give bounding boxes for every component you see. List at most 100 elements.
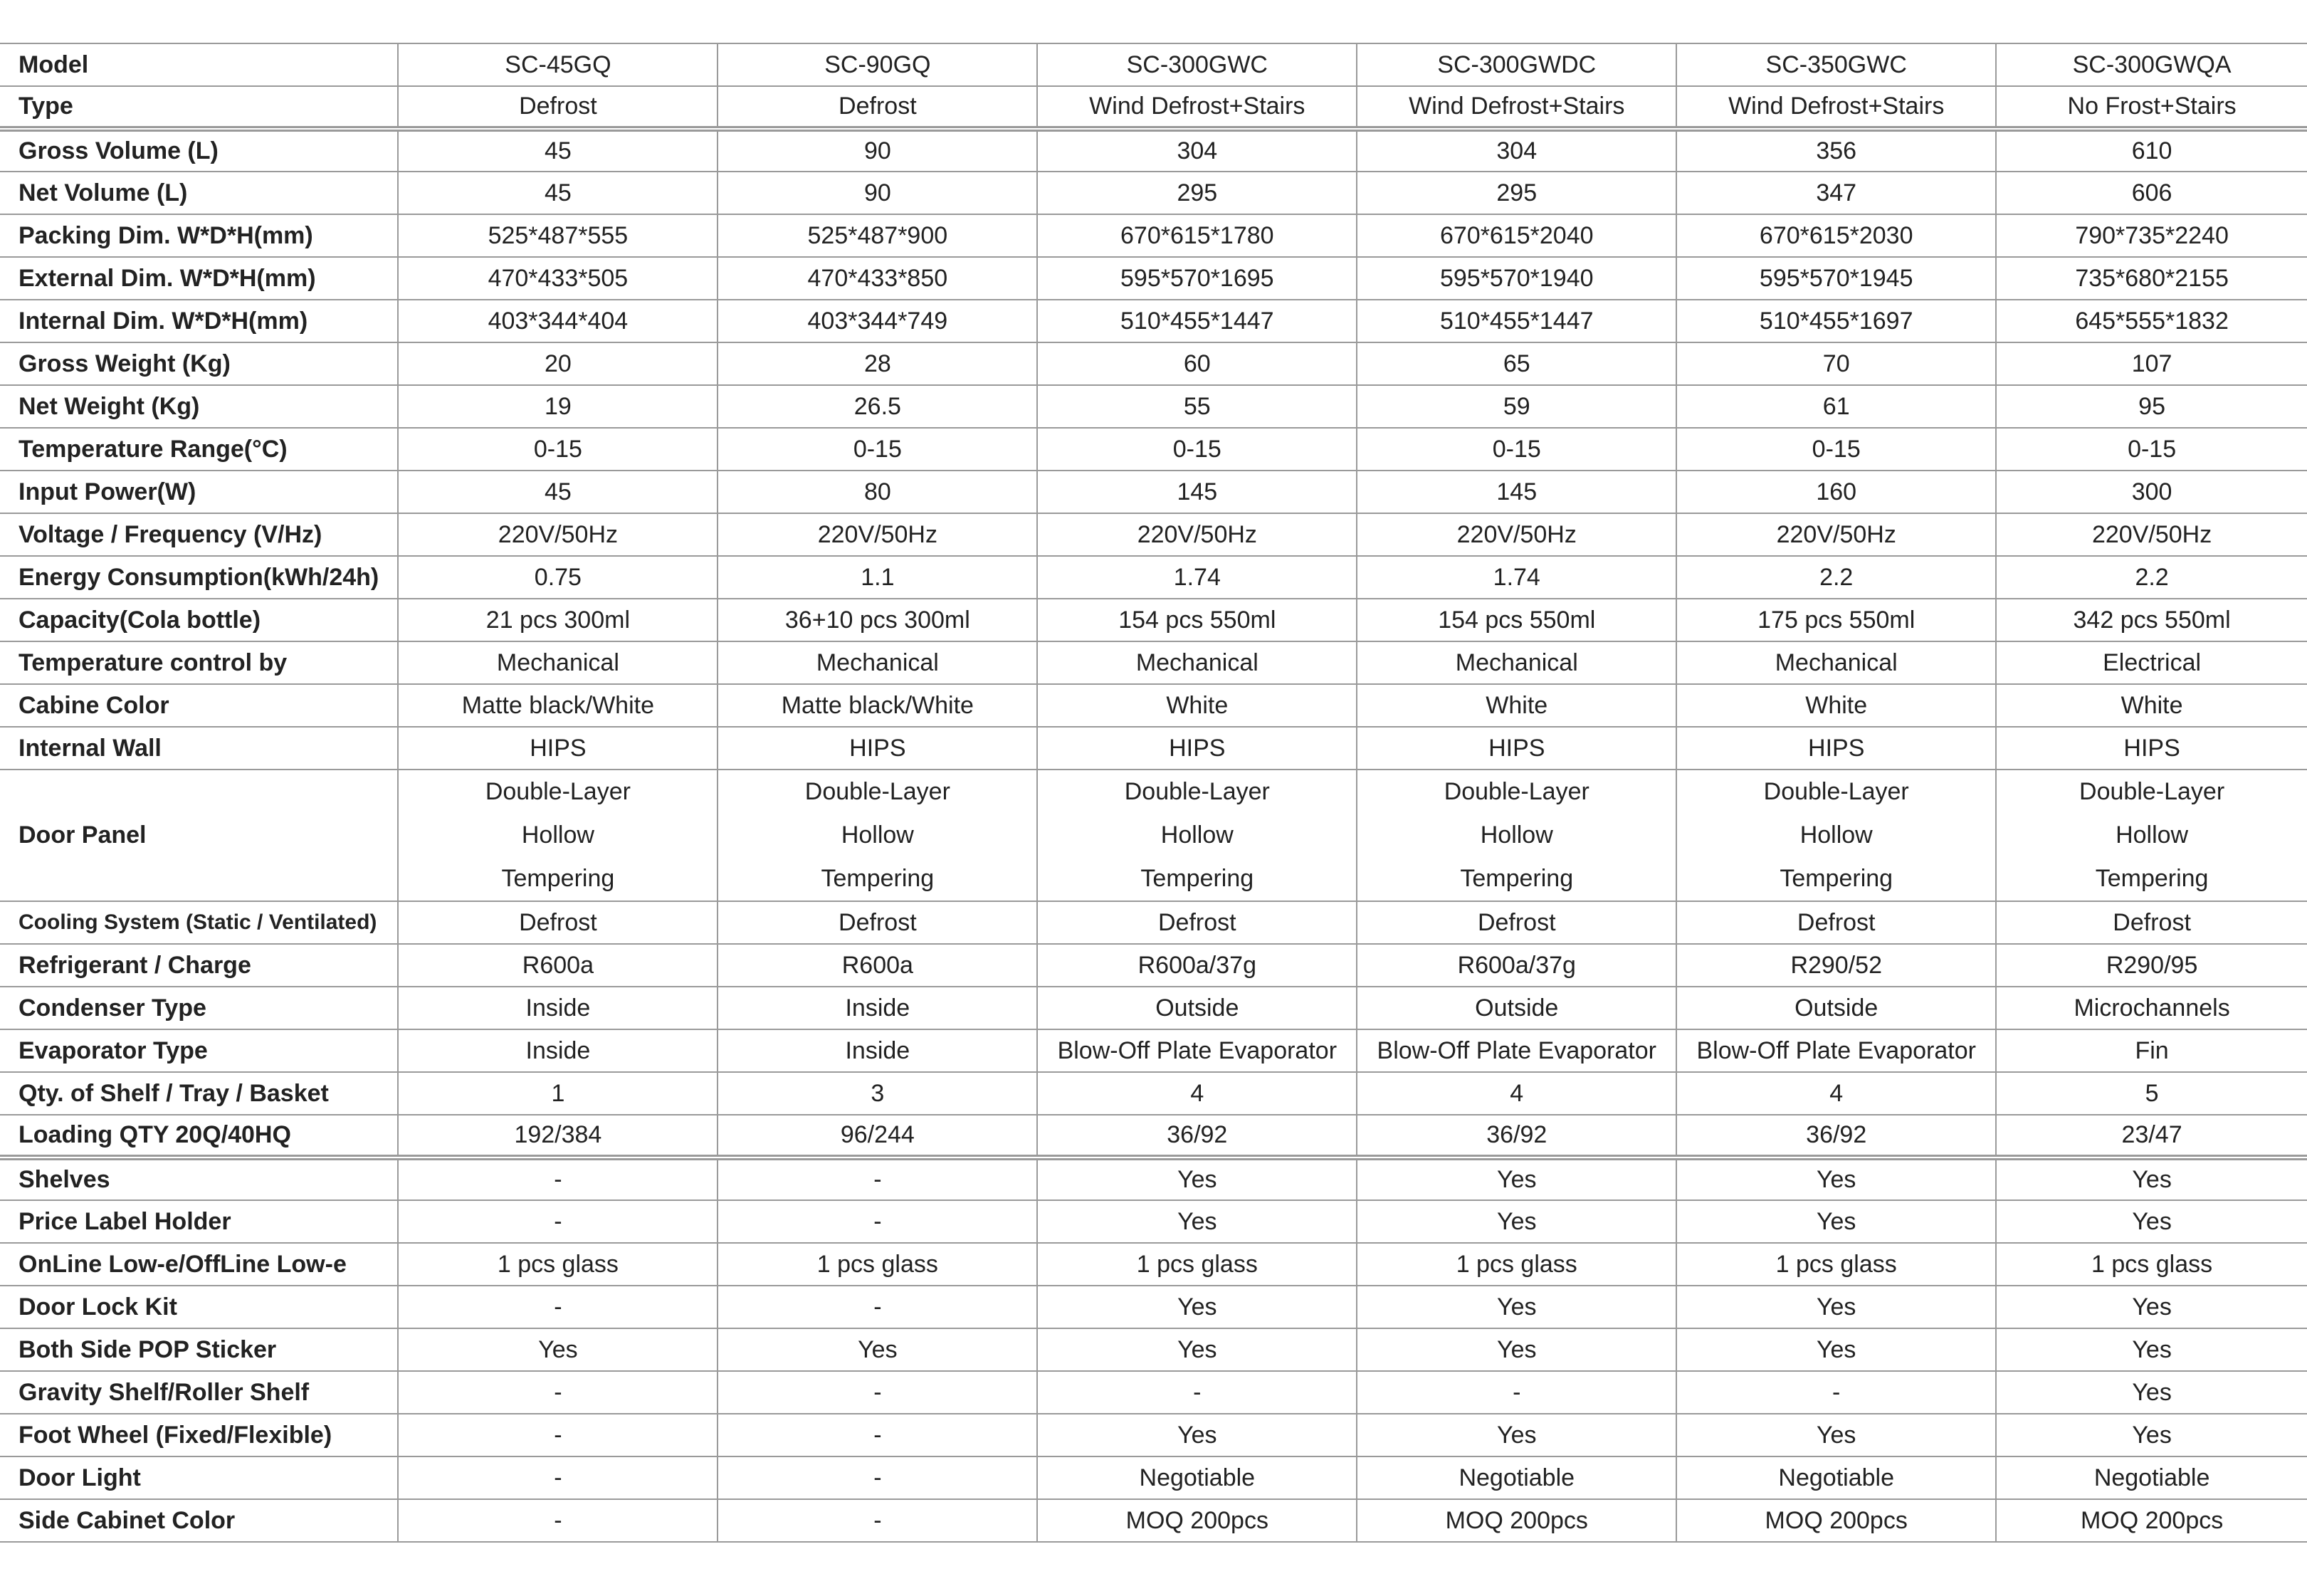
spec-cell: 28 — [717, 342, 1038, 386]
spec-cell: - — [1356, 1370, 1677, 1414]
spec-cell: Yes — [1356, 1285, 1677, 1329]
spec-row: Net Volume (L) 45 90 295 295 347 606 — [0, 171, 2307, 215]
spec-cell: Yes — [1995, 1370, 2307, 1414]
spec-cell: - — [397, 1285, 718, 1329]
spec-cell: Negotiable — [1676, 1456, 1997, 1500]
spec-row-label: Energy Consumption(kWh/24h) — [0, 555, 399, 599]
spec-table: Model SC-45GQ SC-90GQ SC-300GWC SC-300GW… — [0, 43, 2307, 1543]
spec-cell: Defrost — [397, 901, 718, 945]
spec-cell: Fin — [1995, 1029, 2307, 1073]
spec-row: Packing Dim. W*D*H(mm) 525*487*555 525*487… — [0, 214, 2307, 258]
spec-cell: Defrost — [397, 85, 718, 130]
spec-cell: - — [397, 1155, 718, 1201]
spec-cell: Yes — [1676, 1328, 1997, 1372]
spec-cell: Yes — [1036, 1199, 1357, 1244]
spec-row-label: Cooling System (Static / Ventilated) — [0, 901, 399, 945]
spec-row-label: Gross Weight (Kg) — [0, 342, 399, 386]
spec-cell-line: Double-Layer — [485, 778, 631, 805]
spec-cell-line: Tempering — [1460, 865, 1574, 892]
spec-cell: 19 — [397, 384, 718, 429]
spec-cell: Defrost — [1676, 901, 1997, 945]
spec-cell: Wind Defrost+Stairs — [1356, 85, 1677, 130]
spec-cell: 36/92 — [1676, 1114, 1997, 1158]
spec-cell: Matte black/White — [397, 683, 718, 728]
spec-cell: 595*570*1945 — [1676, 256, 1997, 300]
header-cell-label: Model — [0, 43, 399, 87]
spec-cell-line: Hollow — [1480, 821, 1553, 849]
spec-cell: 1 pcs glass — [1356, 1242, 1677, 1286]
spec-row: Voltage / Frequency (V/Hz) 220V/50Hz 220V/… — [0, 513, 2307, 557]
spec-cell: Yes — [1036, 1413, 1357, 1457]
spec-cell: 0-15 — [1676, 427, 1997, 471]
header-row: Model SC-45GQ SC-90GQ SC-300GWC SC-300GW… — [0, 43, 2307, 87]
spec-cell-line: Double-Layer — [1444, 778, 1589, 805]
spec-cell: Yes — [1356, 1155, 1677, 1201]
spec-cell-line: Hollow — [841, 821, 914, 849]
spec-row-label: Packing Dim. W*D*H(mm) — [0, 214, 399, 258]
spec-cell: - — [717, 1285, 1038, 1329]
spec-cell: Yes — [1356, 1328, 1677, 1372]
spec-cell: 23/47 — [1995, 1114, 2307, 1158]
spec-cell: 192/384 — [397, 1114, 718, 1158]
spec-row-label: Voltage / Frequency (V/Hz) — [0, 513, 399, 557]
spec-cell: 525*487*900 — [717, 214, 1038, 258]
spec-row: Shelves - - Yes Yes Yes Yes — [0, 1155, 2307, 1201]
spec-cell: 295 — [1356, 171, 1677, 215]
spec-row-label: Gross Volume (L) — [0, 126, 399, 172]
spec-cell: Yes — [1995, 1285, 2307, 1329]
spec-cell: 595*570*1940 — [1356, 256, 1677, 300]
spec-cell: - — [397, 1456, 718, 1500]
spec-cell-line: Double-Layer — [804, 778, 950, 805]
spec-cell: Negotiable — [1036, 1456, 1357, 1500]
spec-cell: 45 — [397, 470, 718, 514]
spec-cell: HIPS — [717, 726, 1038, 770]
spec-cell-line: Double-Layer — [1124, 778, 1270, 805]
spec-cell: 606 — [1995, 171, 2307, 215]
spec-row: Refrigerant / Charge R600a R600a R600a/37g R… — [0, 943, 2307, 987]
spec-cell: 0.75 — [397, 555, 718, 599]
spec-row-label: Input Power(W) — [0, 470, 399, 514]
spec-row-label: Internal Wall — [0, 726, 399, 770]
spec-row-label: Net Volume (L) — [0, 171, 399, 215]
spec-row: Temperature Range(°C) 0-15 0-15 0-15 0-15 0-1… — [0, 427, 2307, 471]
spec-cell: 295 — [1036, 171, 1357, 215]
spec-cell: Mechanical — [397, 641, 718, 685]
spec-cell: Outside — [1676, 986, 1997, 1030]
spec-cell: Yes — [1036, 1328, 1357, 1372]
spec-cell: 220V/50Hz — [1676, 513, 1997, 557]
spec-row-label: Evaporator Type — [0, 1029, 399, 1073]
spec-cell: Yes — [397, 1328, 718, 1372]
spec-cell: 510*455*1447 — [1036, 299, 1357, 343]
spec-row: Door Panel Double-Layer Hollow Tempering Dou… — [0, 769, 2307, 902]
spec-row: Net Weight (Kg) 19 26.5 55 59 61 95 — [0, 384, 2307, 429]
spec-cell: 95 — [1995, 384, 2307, 429]
spec-row-label: Temperature Range(°C) — [0, 427, 399, 471]
spec-cell: 154 pcs 550ml — [1036, 598, 1357, 642]
spec-cell: Outside — [1356, 986, 1677, 1030]
spec-cell: 5 — [1995, 1071, 2307, 1115]
spec-cell: 342 pcs 550ml — [1995, 598, 2307, 642]
spec-cell: White — [1676, 683, 1997, 728]
spec-cell: Yes — [1676, 1413, 1997, 1457]
spec-cell: 300 — [1995, 470, 2307, 514]
spec-cell: 175 pcs 550ml — [1676, 598, 1997, 642]
spec-cell: Inside — [717, 986, 1038, 1030]
spec-cell: - — [397, 1498, 718, 1543]
spec-cell: Wind Defrost+Stairs — [1676, 85, 1997, 130]
spec-cell: Inside — [397, 986, 718, 1030]
spec-cell: Yes — [1995, 1155, 2307, 1201]
spec-cell: 45 — [397, 171, 718, 215]
spec-row-label: Gravity Shelf/Roller Shelf — [0, 1370, 399, 1414]
spec-cell: Defrost — [717, 901, 1038, 945]
spec-cell: Defrost — [1356, 901, 1677, 945]
spec-cell: MOQ 200pcs — [1356, 1498, 1677, 1543]
spec-cell: Inside — [717, 1029, 1038, 1073]
spec-cell: Yes — [1995, 1413, 2307, 1457]
spec-cell: 1 pcs glass — [1995, 1242, 2307, 1286]
spec-row-label: Door Lock Kit — [0, 1285, 399, 1329]
spec-cell: 70 — [1676, 342, 1997, 386]
spec-cell: 670*615*2030 — [1676, 214, 1997, 258]
spec-cell: 36/92 — [1356, 1114, 1677, 1158]
spec-cell: Negotiable — [1995, 1456, 2307, 1500]
spec-row-label: Qty. of Shelf / Tray / Basket — [0, 1071, 399, 1115]
